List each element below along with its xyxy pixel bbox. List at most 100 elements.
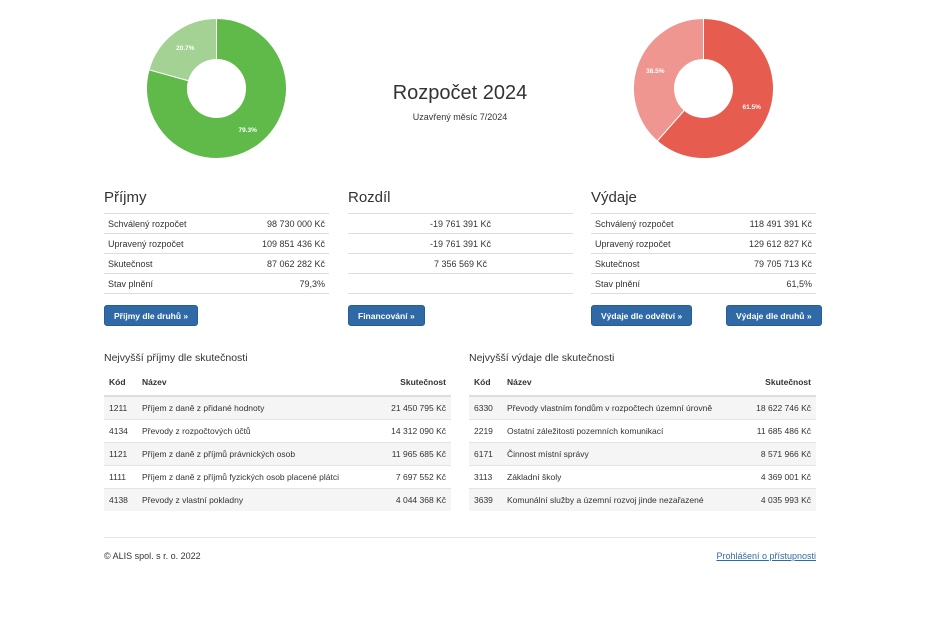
expense-slice-2: [633, 18, 704, 142]
expense-slice-label-2: 38.5%: [646, 68, 665, 75]
table-row: Upravený rozpočet 109 851 436 Kč: [104, 233, 329, 254]
expense-summary: Výdaje Schválený rozpočet 118 491 391 Kč …: [591, 189, 816, 294]
cell-name: Ostatní záležitosti pozemních komunikací: [502, 419, 744, 443]
table-row: Schválený rozpočet 98 730 000 Kč: [104, 213, 329, 234]
page-title: Rozpočet 2024: [392, 82, 528, 104]
table-row: 3113 Základní školy 4 369 001 Kč: [469, 465, 816, 489]
table-row: 4134 Převody z rozpočtových účtů 14 312 09…: [104, 419, 451, 443]
table-row: Stav plnění 61,5%: [591, 273, 816, 294]
table-row: 6330 Převody vlastním fondům v rozpočtech…: [469, 395, 816, 420]
cell-name: Příjem z daně z přidané hodnoty: [137, 395, 377, 420]
cell-code: 4138: [104, 488, 137, 511]
table-row: 2219 Ostatní záležitosti pozemních komuni…: [469, 419, 816, 443]
table-row: Schválený rozpočet 118 491 391 Kč: [591, 213, 816, 234]
column-header-name: Název: [137, 369, 377, 397]
cell-name: Činnost místní správy: [502, 442, 744, 466]
table-row: 4138 Převody z vlastní pokladny 4 044 368 …: [104, 488, 451, 511]
top-expense-title: Nejvyšší výdaje dle skutečnosti: [469, 352, 615, 364]
row-label: Upravený rozpočet: [104, 233, 228, 254]
table-row: [348, 273, 573, 294]
cell-name: Komunální služby a územní rozvoj jinde n…: [502, 488, 744, 511]
expense-slice-label-1: 61.5%: [742, 104, 761, 111]
cell-code: 1111: [104, 465, 137, 489]
cell-code: 1211: [104, 395, 137, 420]
table-row: 1111 Příjem z daně z příjmů fyzických oso…: [104, 465, 451, 489]
footer-divider: [104, 537, 816, 538]
income-slice-1: [146, 18, 287, 159]
row-label: Skutečnost: [591, 253, 715, 274]
cell-name: Příjem z daně z příjmů právnických osob: [137, 442, 377, 466]
row-value: [348, 273, 573, 294]
difference-summary-table: -19 761 391 Kč -19 761 391 Kč 7 356 569 …: [348, 213, 573, 294]
cell-code: 3113: [469, 465, 502, 489]
accessibility-statement-link[interactable]: Prohlášení o přístupnosti: [716, 551, 816, 561]
row-value: -19 761 391 Kč: [348, 233, 573, 254]
row-label: Schválený rozpočet: [591, 213, 715, 234]
row-label: Stav plnění: [591, 273, 715, 294]
difference-summary: Rozdíl -19 761 391 Kč -19 761 391 Kč 7 3…: [348, 189, 573, 294]
cell-name: Převody vlastním fondům v rozpočtech úze…: [502, 395, 744, 420]
table-header-row: Kód Název Skutečnost: [104, 369, 451, 397]
cell-actual: 4 369 001 Kč: [743, 465, 816, 489]
expense-by-sector-button[interactable]: Výdaje dle odvětví »: [591, 305, 693, 326]
row-label: Upravený rozpočet: [591, 233, 715, 254]
expense-donut-chart: 61.5% 38.5%: [633, 18, 774, 159]
column-header-code: Kód: [469, 369, 502, 397]
cell-actual: 7 697 552 Kč: [376, 465, 451, 489]
row-label: Skutečnost: [104, 253, 228, 274]
column-header-actual: Skutečnost: [376, 369, 451, 397]
row-label: Schválený rozpočet: [104, 213, 228, 234]
cell-code: 2219: [469, 419, 502, 443]
table-row: Skutečnost 87 062 282 Kč: [104, 253, 329, 274]
row-value: 79 705 713 Kč: [714, 253, 816, 274]
financing-button[interactable]: Financování »: [348, 305, 425, 326]
income-slice-2: [148, 18, 217, 82]
table-header-row: Kód Název Skutečnost: [469, 369, 816, 397]
cell-actual: 11 965 685 Kč: [376, 442, 451, 466]
cell-name: Převody z vlastní pokladny: [137, 488, 377, 511]
cell-code: 6330: [469, 395, 502, 420]
table-row: -19 761 391 Kč: [348, 233, 573, 254]
cell-name: Příjem z daně z příjmů fyzických osob pl…: [137, 465, 377, 489]
cell-actual: 11 685 486 Kč: [743, 419, 816, 443]
cell-code: 3639: [469, 488, 502, 511]
row-value: 61,5%: [714, 273, 816, 294]
page-subtitle: Uzavřený měsíc 7/2024: [412, 112, 508, 122]
income-slice-label-1: 79.3%: [238, 127, 257, 134]
table-row: 1121 Příjem z daně z příjmů právnických o…: [104, 442, 451, 466]
table-row: 1211 Příjem z daně z přidané hodnoty 21 45…: [104, 395, 451, 420]
cell-code: 1121: [104, 442, 137, 466]
row-value: 129 612 827 Kč: [714, 233, 816, 254]
row-value: 87 062 282 Kč: [227, 253, 329, 274]
table-row: 6171 Činnost místní správy 8 571 966 Kč: [469, 442, 816, 466]
cell-actual: 18 622 746 Kč: [743, 395, 816, 420]
expense-by-type-button[interactable]: Výdaje dle druhů »: [726, 305, 822, 326]
income-summary-table: Schválený rozpočet 98 730 000 Kč Upravený…: [104, 213, 329, 294]
column-header-name: Název: [502, 369, 744, 397]
copyright-text: © ALIS spol. s r. o. 2022: [104, 551, 201, 561]
cell-actual: 4 035 993 Kč: [743, 488, 816, 511]
cell-actual: 21 450 795 Kč: [376, 395, 451, 420]
expense-heading: Výdaje: [591, 189, 637, 206]
row-value: 118 491 391 Kč: [714, 213, 816, 234]
cell-name: Základní školy: [502, 465, 744, 489]
cell-name: Převody z rozpočtových účtů: [137, 419, 377, 443]
column-header-actual: Skutečnost: [743, 369, 816, 397]
cell-actual: 8 571 966 Kč: [743, 442, 816, 466]
expense-slice-1: [656, 18, 774, 159]
table-row: Skutečnost 79 705 713 Kč: [591, 253, 816, 274]
row-value: 109 851 436 Kč: [227, 233, 329, 254]
income-summary: Příjmy Schválený rozpočet 98 730 000 Kč U…: [104, 189, 329, 294]
cell-actual: 14 312 090 Kč: [376, 419, 451, 443]
table-row: 7 356 569 Kč: [348, 253, 573, 274]
row-label: Stav plnění: [104, 273, 228, 294]
income-by-type-button[interactable]: Příjmy dle druhů »: [104, 305, 199, 326]
row-value: -19 761 391 Kč: [348, 213, 573, 234]
income-donut-chart: 79.3% 20.7%: [146, 18, 287, 159]
cell-code: 6171: [469, 442, 502, 466]
cell-code: 4134: [104, 419, 137, 443]
row-value: 79,3%: [227, 273, 329, 294]
top-expense-table: Kód Název Skutečnost 6330 Převody vlastní…: [469, 369, 816, 511]
table-row: Upravený rozpočet 129 612 827 Kč: [591, 233, 816, 254]
top-income-title: Nejvyšší příjmy dle skutečnosti: [104, 352, 248, 364]
